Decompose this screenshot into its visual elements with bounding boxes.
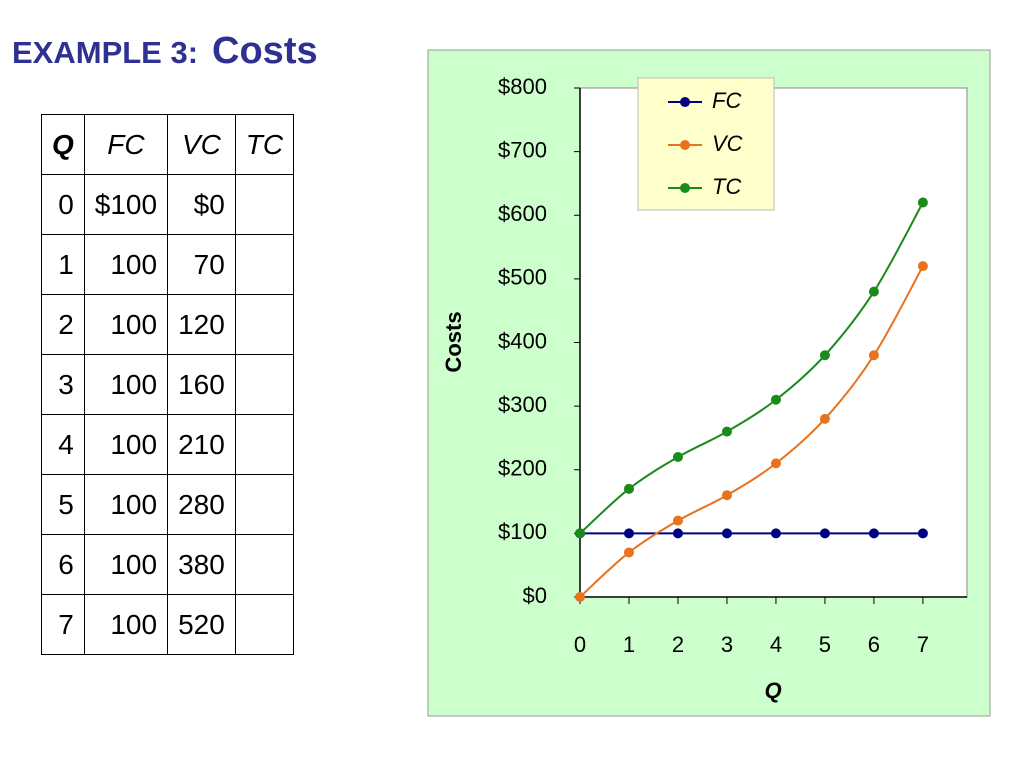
data-point	[623, 547, 634, 558]
y-tick-label: $400	[498, 328, 547, 353]
header-cell: Q	[41, 114, 85, 175]
data-point	[575, 592, 585, 602]
table-cell: 2	[41, 294, 85, 355]
y-tick-label: $300	[498, 392, 547, 417]
legend	[637, 77, 775, 211]
y-tick-label: $0	[523, 583, 547, 608]
table-cell: 100	[83, 294, 169, 355]
legend-label: FC	[712, 88, 741, 113]
legend-label: TC	[712, 174, 741, 199]
x-tick-label: 1	[623, 632, 635, 657]
data-point	[917, 197, 928, 208]
table-header: Q FC VC TC	[41, 114, 295, 175]
x-tick-label: 5	[819, 632, 831, 657]
table-cell: 100	[83, 594, 169, 655]
table-cell: 1	[41, 234, 85, 295]
empty-cell	[234, 174, 295, 235]
empty-cell	[234, 534, 295, 595]
data-point	[819, 413, 830, 424]
y-tick-label: $800	[498, 74, 547, 99]
table-row: 6 100 380	[41, 534, 295, 595]
slide-title: EXAMPLE 3: Costs	[12, 30, 318, 73]
y-tick-label: $500	[498, 265, 547, 290]
data-point	[672, 515, 683, 526]
x-tick-label: 4	[770, 632, 782, 657]
y-tick-label: $600	[498, 201, 547, 226]
table-cell: 100	[83, 234, 169, 295]
empty-cell	[234, 594, 295, 655]
empty-cell	[234, 294, 295, 355]
data-point	[819, 350, 830, 361]
table-cell: 520	[167, 594, 236, 655]
x-tick-label: 3	[721, 632, 733, 657]
table-row: 7 100 520	[41, 594, 295, 655]
empty-cell	[234, 354, 295, 415]
data-point	[868, 350, 879, 361]
table-cell: 7	[41, 594, 85, 655]
data-point	[721, 426, 732, 437]
empty-cell	[234, 234, 295, 295]
table-body: 0 $100 $0 1 100 70 2 100 120 3 100 160 4 100 210 5 100 28…	[41, 174, 295, 655]
table-cell: 70	[167, 234, 236, 295]
data-point	[868, 286, 879, 297]
title-topic: Costs	[212, 30, 318, 72]
header-cell: TC	[234, 114, 295, 175]
x-tick-label: 7	[917, 632, 929, 657]
data-point	[672, 452, 683, 463]
data-point	[868, 528, 879, 539]
data-point	[917, 528, 928, 539]
title-label: EXAMPLE 3:	[12, 35, 199, 70]
table-cell: 0	[41, 174, 85, 235]
table-cell: 100	[83, 354, 169, 415]
cost-table: Q FC VC TC 0 $100 $0 1 100 70 2 100 120 3 100 160 4 100 2…	[41, 114, 295, 655]
table-cell: 100	[83, 474, 169, 535]
x-tick-label: 6	[868, 632, 880, 657]
data-point	[819, 528, 830, 539]
legend-marker	[680, 97, 690, 107]
legend-label: VC	[712, 131, 743, 156]
table-cell: 6	[41, 534, 85, 595]
y-tick-label: $700	[498, 137, 547, 162]
table-row: 5 100 280	[41, 474, 295, 535]
data-point	[575, 528, 585, 539]
empty-cell	[234, 414, 295, 475]
x-tick-label: 2	[672, 632, 684, 657]
legend-marker	[680, 183, 690, 193]
legend-entries: FC VC TC	[668, 88, 743, 199]
table-cell: 280	[167, 474, 236, 535]
table-row: 1 100 70	[41, 234, 295, 295]
x-axis-label: Q	[764, 678, 781, 703]
data-point	[770, 394, 781, 405]
table-cell: 120	[167, 294, 236, 355]
table-cell: 5	[41, 474, 85, 535]
table-cell: 380	[167, 534, 236, 595]
y-tick-label: $200	[498, 456, 547, 481]
header-cell: VC	[167, 114, 236, 175]
data-point	[721, 490, 732, 501]
legend-marker	[680, 140, 690, 150]
y-axis-label: Costs	[441, 311, 466, 372]
header-cell: FC	[83, 114, 169, 175]
marks: $0 $100 $200 $300 $400 $500 $600 $700 $800 0 1 2 3 4 5…	[498, 74, 929, 657]
data-point	[917, 261, 928, 272]
table-row: 2 100 120	[41, 294, 295, 355]
empty-cell	[234, 474, 295, 535]
x-tick-label: 0	[574, 632, 586, 657]
data-point	[721, 528, 732, 539]
data-point	[770, 458, 781, 469]
data-point	[770, 528, 781, 539]
table-cell: $0	[167, 174, 236, 235]
data-point	[623, 528, 634, 539]
y-tick-label: $100	[498, 519, 547, 544]
data-point	[623, 483, 634, 494]
data-point	[672, 528, 683, 539]
